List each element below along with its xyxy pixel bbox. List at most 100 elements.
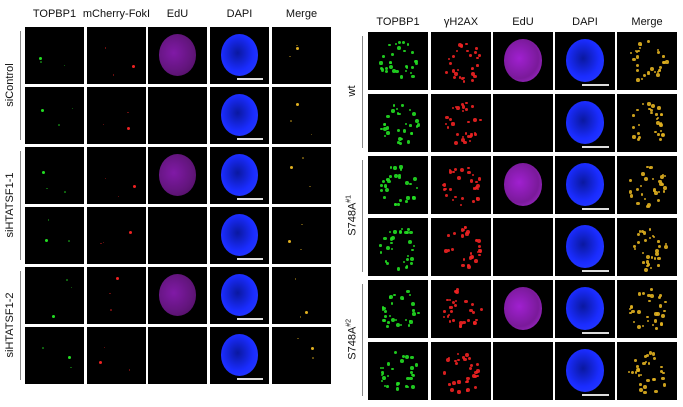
focus — [384, 260, 388, 263]
focus — [649, 108, 654, 113]
focus — [104, 177, 107, 180]
micrograph-edu — [148, 267, 207, 324]
focus — [471, 78, 475, 82]
focus — [406, 289, 410, 294]
focus — [383, 135, 386, 138]
focus — [38, 56, 42, 60]
nucleus-edu — [158, 153, 197, 196]
focus — [442, 315, 446, 318]
focus — [640, 193, 644, 196]
focus — [460, 203, 463, 207]
focus — [637, 49, 641, 53]
focus — [393, 293, 396, 297]
focus — [449, 168, 452, 171]
focus — [635, 49, 638, 52]
focus — [635, 68, 640, 73]
focus — [464, 226, 467, 229]
focus — [412, 177, 417, 182]
focus — [466, 388, 471, 393]
focus — [660, 365, 663, 369]
focus — [411, 65, 415, 69]
focus — [443, 249, 448, 254]
focus — [646, 264, 649, 268]
column-header: Merge — [631, 16, 663, 28]
focus — [462, 229, 465, 232]
focus — [448, 356, 451, 359]
focus — [661, 376, 665, 381]
focus — [47, 219, 50, 221]
focus — [382, 372, 385, 376]
focus — [409, 71, 413, 75]
micrograph-γh2ax — [431, 32, 491, 90]
focus — [70, 366, 72, 369]
focus — [384, 69, 389, 74]
focus — [462, 356, 465, 360]
focus — [469, 308, 473, 313]
focus — [643, 197, 646, 200]
focus — [100, 242, 102, 245]
focus — [471, 105, 474, 108]
focus — [398, 176, 401, 179]
focus — [471, 256, 474, 259]
focus — [652, 190, 656, 193]
focus — [102, 241, 105, 244]
micrograph-γh2ax — [431, 280, 491, 338]
focus — [468, 366, 473, 370]
focus — [465, 389, 469, 392]
focus — [639, 388, 644, 392]
focus — [652, 235, 656, 239]
focus — [632, 320, 636, 324]
focus — [662, 55, 665, 58]
focus — [409, 376, 413, 380]
focus — [664, 243, 667, 246]
focus — [415, 125, 419, 128]
focus — [453, 359, 457, 363]
focus — [633, 245, 636, 248]
focus — [415, 118, 420, 123]
focus — [312, 357, 314, 359]
focus — [652, 324, 655, 327]
focus — [380, 128, 383, 131]
focus — [657, 190, 661, 194]
focus — [637, 292, 642, 296]
focus — [476, 374, 479, 377]
focus — [629, 178, 633, 182]
focus — [395, 108, 398, 111]
focus — [387, 179, 392, 184]
focus — [641, 292, 646, 296]
focus — [478, 249, 482, 253]
focus — [475, 318, 478, 322]
focus — [450, 306, 453, 309]
row-group-label: S748A#2 — [346, 289, 359, 389]
focus — [631, 309, 635, 314]
focus — [652, 356, 657, 360]
focus — [401, 104, 404, 107]
focus — [458, 320, 463, 325]
focus — [660, 129, 663, 132]
focus — [460, 234, 464, 238]
micrograph-topbp1 — [368, 94, 428, 152]
focus — [386, 325, 389, 329]
group-bracket — [20, 271, 21, 380]
focus — [465, 102, 468, 105]
focus — [464, 108, 468, 112]
focus — [638, 135, 642, 139]
focus — [390, 236, 395, 241]
focus — [460, 102, 465, 107]
focus — [636, 63, 640, 67]
focus — [71, 107, 74, 110]
focus — [411, 385, 415, 390]
focus — [415, 186, 418, 189]
focus — [655, 249, 659, 254]
focus — [477, 54, 481, 58]
focus — [381, 371, 384, 374]
focus — [396, 322, 401, 327]
focus — [634, 359, 638, 363]
focus — [632, 135, 636, 139]
scale-bar — [582, 208, 609, 210]
focus — [644, 355, 648, 358]
focus — [400, 358, 404, 363]
focus — [448, 299, 451, 302]
focus — [405, 265, 409, 269]
focus — [397, 141, 401, 145]
